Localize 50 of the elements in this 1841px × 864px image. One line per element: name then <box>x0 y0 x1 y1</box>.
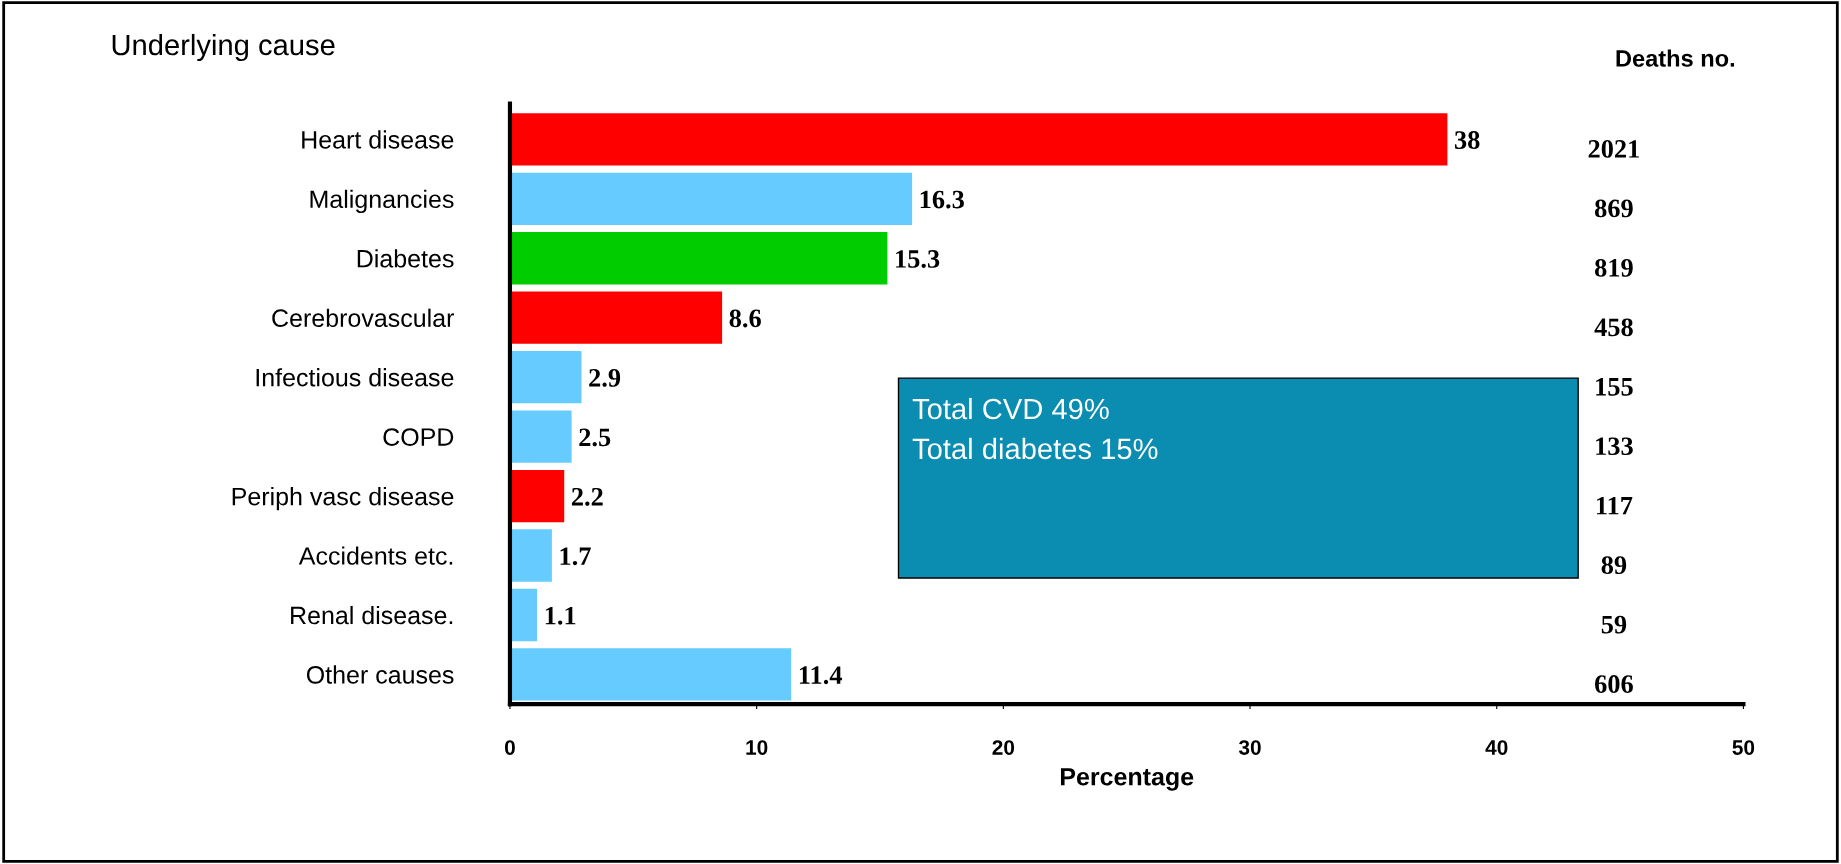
bar <box>509 588 538 642</box>
annotation: 869 <box>1595 199 1633 218</box>
annotation: 89 <box>1601 556 1627 575</box>
annotation: 606 <box>1595 675 1633 693</box>
data-label: 11.4 <box>799 666 843 685</box>
y-tick-label: Diabetes <box>357 249 454 268</box>
bar <box>509 232 888 285</box>
x-tick-label: 50 <box>1732 740 1755 755</box>
data-label: 16.3 <box>920 190 964 209</box>
data-label: 1.7 <box>560 547 591 566</box>
text: Underlying cause <box>112 33 335 62</box>
data-label: 2.9 <box>589 369 621 387</box>
data-label: 2.2 <box>571 487 603 506</box>
annotation: 458 <box>1594 318 1633 337</box>
annotation: 155 <box>1596 377 1633 396</box>
x-axis-title: Percentage <box>1060 768 1194 791</box>
x-tick-label: 10 <box>746 740 768 755</box>
x-tick-label: 20 <box>992 740 1015 755</box>
y-tick-label: Cerebrovascular <box>272 308 454 328</box>
annotation: 59 <box>1601 615 1627 634</box>
y-tick-label: Infectious disease <box>256 368 454 387</box>
y-tick-label: Heart disease <box>302 130 454 149</box>
bar <box>509 410 572 463</box>
bar <box>509 113 1448 166</box>
x-tick-label: 30 <box>1238 740 1261 755</box>
bar <box>509 648 792 701</box>
bar <box>509 469 565 523</box>
y-tick-label: Other causes <box>306 665 454 684</box>
data-label: 2.5 <box>579 428 611 447</box>
bar <box>509 529 552 582</box>
annotation: Total CVD 49% Total diabetes 15% <box>912 397 1158 460</box>
annotation: 133 <box>1596 437 1633 456</box>
data-label: 1.1 <box>545 606 576 625</box>
text: Deaths no. <box>1616 49 1735 67</box>
data-label: 8.6 <box>729 309 761 328</box>
y-tick-label: Malignancies <box>310 189 454 214</box>
data-label: 38 <box>1454 131 1480 149</box>
x-tick-label: 0 <box>504 740 515 755</box>
annotation: 2021 <box>1588 140 1639 158</box>
bar <box>509 351 582 404</box>
annotation: 819 <box>1595 258 1633 277</box>
y-tick-label: Accidents etc. <box>298 546 453 565</box>
annotation: 117 <box>1596 496 1633 515</box>
x-tick-label: 40 <box>1485 740 1508 755</box>
y-tick-label: Renal disease. <box>291 605 453 625</box>
bar <box>509 291 723 344</box>
y-tick-label: Periph vasc disease <box>232 487 454 511</box>
bar <box>509 172 913 225</box>
data-label: 15.3 <box>896 250 940 268</box>
y-tick-label: COPD <box>383 428 454 446</box>
